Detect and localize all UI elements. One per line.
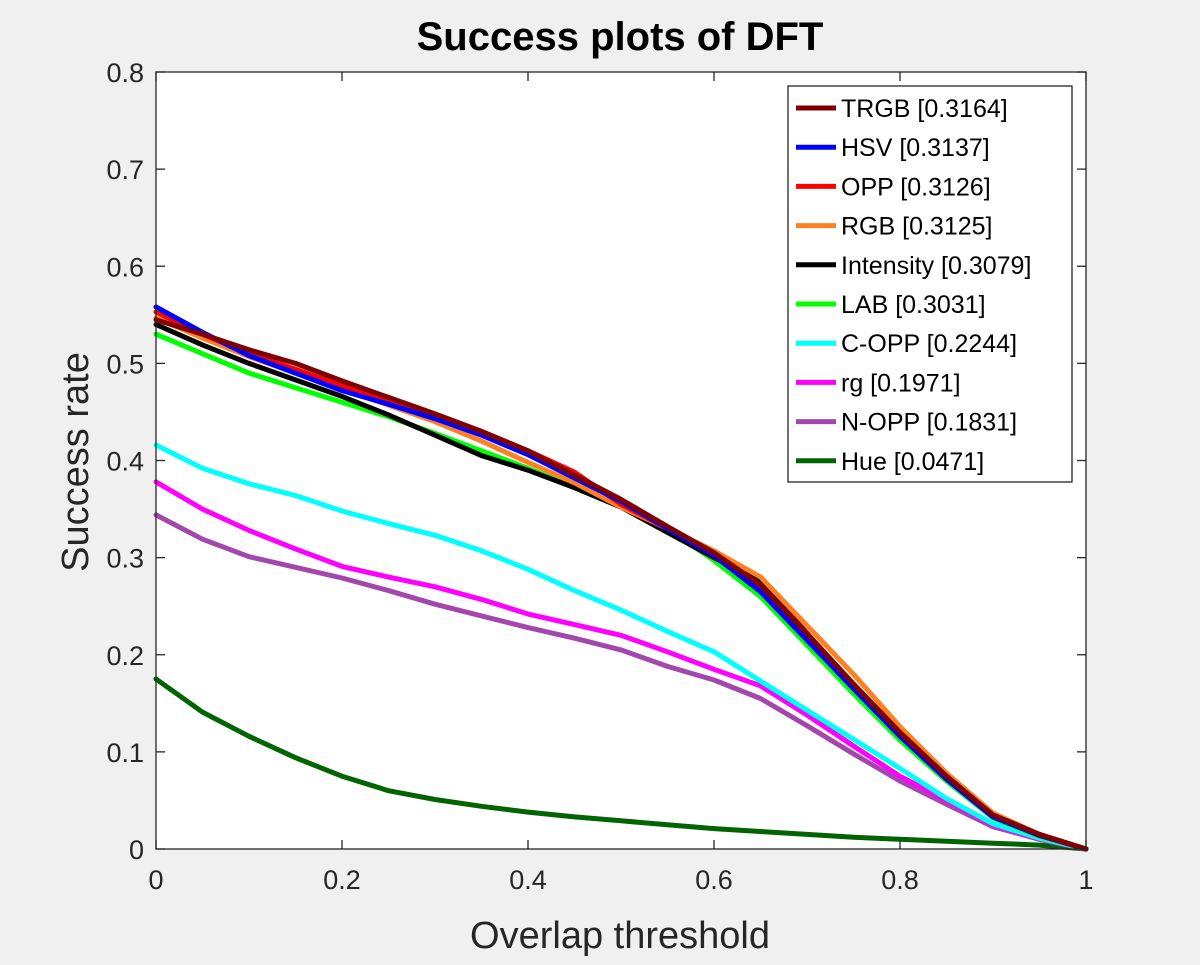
legend-label-0: TRGB [0.3164] <box>841 95 1008 123</box>
x-tick-label: 0.8 <box>881 865 919 895</box>
legend-label-2: OPP [0.3126] <box>841 173 991 201</box>
legend-label-1: HSV [0.3137] <box>841 134 990 162</box>
y-tick-label: 0.1 <box>106 738 144 768</box>
x-tick-label: 0.6 <box>695 865 733 895</box>
legend-label-5: LAB [0.3031] <box>841 291 986 319</box>
series-line-7 <box>153 479 1089 852</box>
series-line-0 <box>153 317 1089 852</box>
x-tick-label: 0 <box>148 865 163 895</box>
series-line-6 <box>153 442 1089 852</box>
legend-label-3: RGB [0.3125] <box>841 213 992 241</box>
legend-label-9: Hue [0.0471] <box>841 448 984 476</box>
y-tick-label: 0.6 <box>106 252 144 282</box>
legend-label-8: N-OPP [0.1831] <box>841 409 1017 437</box>
legend: TRGB [0.3164] HSV [0.3137] OPP [0.3126] RGB… <box>787 85 1073 483</box>
legend-label-4: Intensity [0.3079] <box>841 252 1031 280</box>
y-tick-label: 0.2 <box>106 641 144 671</box>
legend-label-6: C-OPP [0.2244] <box>841 330 1017 358</box>
y-axis-label: Success rate <box>55 352 97 572</box>
y-tick-label: 0.7 <box>106 155 144 185</box>
x-tick-label: 0.4 <box>509 865 547 895</box>
tick-layer: 0 0.2 0.4 0.6 0.8 1 0 0.1 0.2 0.3 0.4 0.5 0.6 0.7 0.8 <box>106 58 1093 895</box>
y-tick-label: 0.5 <box>106 349 144 379</box>
legend-box <box>787 85 1073 483</box>
x-tick-label: 0.2 <box>323 865 361 895</box>
y-tick-label: 0.3 <box>106 544 144 574</box>
series-line-8 <box>153 512 1089 852</box>
y-tick-label: 0 <box>129 835 144 865</box>
series-layer <box>153 304 1089 852</box>
y-tick-label: 0.4 <box>106 447 144 477</box>
x-tick-label: 1 <box>1078 865 1093 895</box>
legend-label-7: rg [0.1971] <box>841 369 961 397</box>
series-line-9 <box>153 676 1089 852</box>
chart-title: Success plots of DFT <box>417 15 824 59</box>
x-axis-label: Overlap threshold <box>470 915 770 957</box>
y-tick-label: 0.8 <box>106 58 144 88</box>
